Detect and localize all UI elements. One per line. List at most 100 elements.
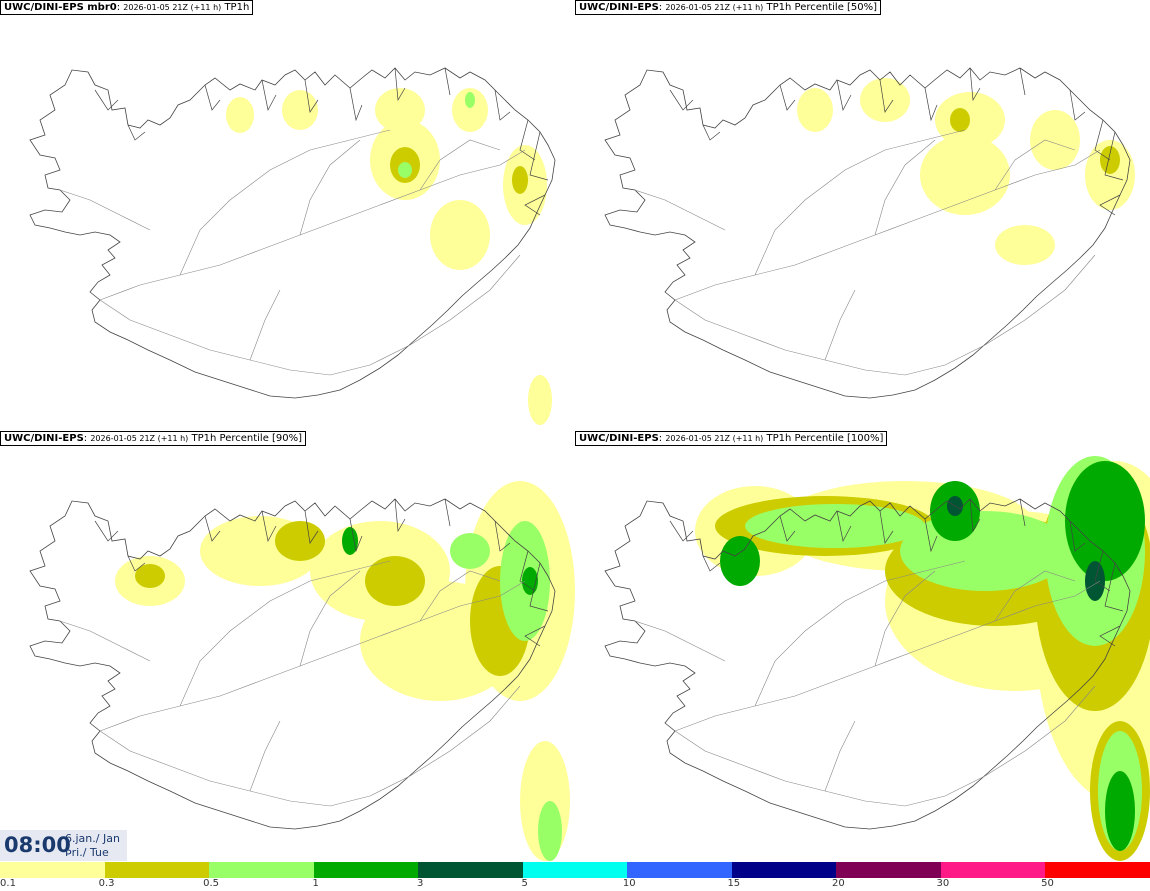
- road-line: [59, 189, 151, 231]
- precip-area: [995, 225, 1055, 265]
- precip-area: [538, 801, 562, 861]
- precip-field: [115, 481, 575, 861]
- fjord-line: [349, 518, 363, 553]
- fjord-line: [261, 79, 277, 112]
- fjord-line: [924, 87, 938, 122]
- legend-labels: 0.1 0.3 0.5 1 3 5 10 15 20 30 50: [0, 878, 1150, 891]
- fjord-line: [879, 79, 894, 113]
- legend-label: 0.3: [98, 878, 115, 889]
- precip-area: [275, 521, 325, 561]
- fjord-line: [924, 518, 938, 553]
- road-line: [99, 685, 521, 807]
- coastline: [29, 67, 556, 399]
- precip-area: [512, 166, 528, 194]
- precip-area: [860, 78, 910, 122]
- legend-swatch: [731, 862, 837, 878]
- panel-run: 2026-01-05 21Z (+11 h): [123, 3, 222, 12]
- panel-title: UWC/DINI-EPS: 2026-01-05 21Z (+11 h) TP1…: [575, 431, 888, 446]
- fjord-line: [1069, 520, 1086, 552]
- legend-swatch: [209, 862, 314, 878]
- panel-model: UWC/DINI-EPS: [579, 433, 659, 444]
- fjord-line: [529, 131, 549, 181]
- precip-area: [450, 533, 490, 569]
- map-panel-p90: UWC/DINI-EPS: 2026-01-05 21Z (+11 h) TP1…: [0, 431, 575, 861]
- fjord-line: [1069, 89, 1086, 121]
- road-line: [824, 720, 856, 792]
- map-panel-p100: UWC/DINI-EPS: 2026-01-05 21Z (+11 h) TP1…: [575, 431, 1150, 861]
- road-line: [179, 560, 391, 707]
- precip-area: [1085, 140, 1135, 210]
- fjord-line: [444, 498, 451, 527]
- road-line: [874, 570, 936, 667]
- legend-label: 3: [416, 878, 424, 889]
- legend-label: 5: [521, 878, 528, 889]
- fjord-line: [1104, 562, 1124, 612]
- precip-area: [430, 200, 490, 270]
- fjord-line: [669, 520, 694, 542]
- precip-field: [226, 88, 552, 425]
- fjord-line: [1104, 131, 1124, 181]
- road-line: [99, 580, 526, 732]
- panel-model: UWC/DINI-EPS: [4, 433, 84, 444]
- map-panel-member0: UWC/DINI-EPS mbr0: 2026-01-05 21Z (+11 h…: [0, 0, 575, 430]
- precip-area: [365, 556, 425, 606]
- precip-area: [398, 162, 412, 178]
- road-line: [754, 560, 966, 707]
- fjord-line: [524, 194, 546, 216]
- fjord-line: [204, 84, 221, 111]
- fjord-line: [836, 510, 852, 543]
- valid-date-line1: 6.jan./ Jan: [65, 832, 120, 845]
- precip-area: [452, 88, 488, 132]
- fjord-line: [444, 67, 451, 96]
- iceland-precip-map: [604, 67, 1135, 399]
- fjord-line: [969, 67, 981, 102]
- panel-field: TP1h Percentile [90%]: [191, 433, 303, 444]
- panel-title: UWC/DINI-EPS: 2026-01-05 21Z (+11 h) TP1…: [575, 0, 882, 15]
- road-line: [299, 570, 361, 667]
- fjord-line: [349, 87, 363, 122]
- road-line: [754, 129, 966, 276]
- fjord-line: [836, 79, 852, 112]
- road-line: [249, 720, 281, 792]
- fjord-line: [394, 498, 406, 533]
- legend-label: 15: [727, 878, 741, 889]
- precip-area: [745, 504, 925, 548]
- precip-area: [226, 97, 254, 133]
- fjord-line: [94, 520, 119, 542]
- coastline: [604, 498, 1131, 830]
- legend-swatch: [418, 862, 523, 878]
- fjord-line: [204, 515, 221, 542]
- map-panel-p50: UWC/DINI-EPS: 2026-01-05 21Z (+11 h) TP1…: [575, 0, 1150, 430]
- precip-area: [342, 527, 358, 555]
- precip-area: [528, 375, 552, 425]
- road-line: [824, 289, 856, 361]
- road-line: [99, 254, 521, 376]
- road-line: [419, 139, 501, 191]
- legend-label: 20: [831, 878, 845, 889]
- legend-label: 0.5: [203, 878, 220, 889]
- panel-model: UWC/DINI-EPS: [579, 2, 659, 13]
- road-line: [994, 139, 1076, 191]
- road-line: [674, 580, 1101, 732]
- fjord-line: [969, 498, 981, 533]
- road-line: [674, 149, 1101, 301]
- panel-model: UWC/DINI-EPS mbr0: [4, 2, 117, 13]
- fjord-line: [127, 124, 146, 141]
- fjord-line: [304, 510, 319, 544]
- road-line: [634, 620, 726, 662]
- fjord-line: [304, 79, 319, 113]
- legend-swatch: [0, 862, 105, 878]
- fjord-line: [519, 550, 536, 592]
- fjord-line: [529, 562, 549, 612]
- panel-field: TP1h: [224, 2, 250, 13]
- precip-area: [950, 108, 970, 132]
- road-line: [674, 254, 1096, 376]
- fjord-line: [519, 119, 536, 161]
- fjord-line: [1099, 625, 1121, 647]
- panel-title: UWC/DINI-EPS: 2026-01-05 21Z (+11 h) TP1…: [0, 431, 307, 446]
- panel-field: TP1h Percentile [100%]: [766, 433, 884, 444]
- fjord-line: [1094, 550, 1111, 592]
- panel-run: 2026-01-05 21Z (+11 h): [665, 434, 764, 443]
- precip-area: [920, 135, 1010, 215]
- precip-area: [135, 564, 165, 588]
